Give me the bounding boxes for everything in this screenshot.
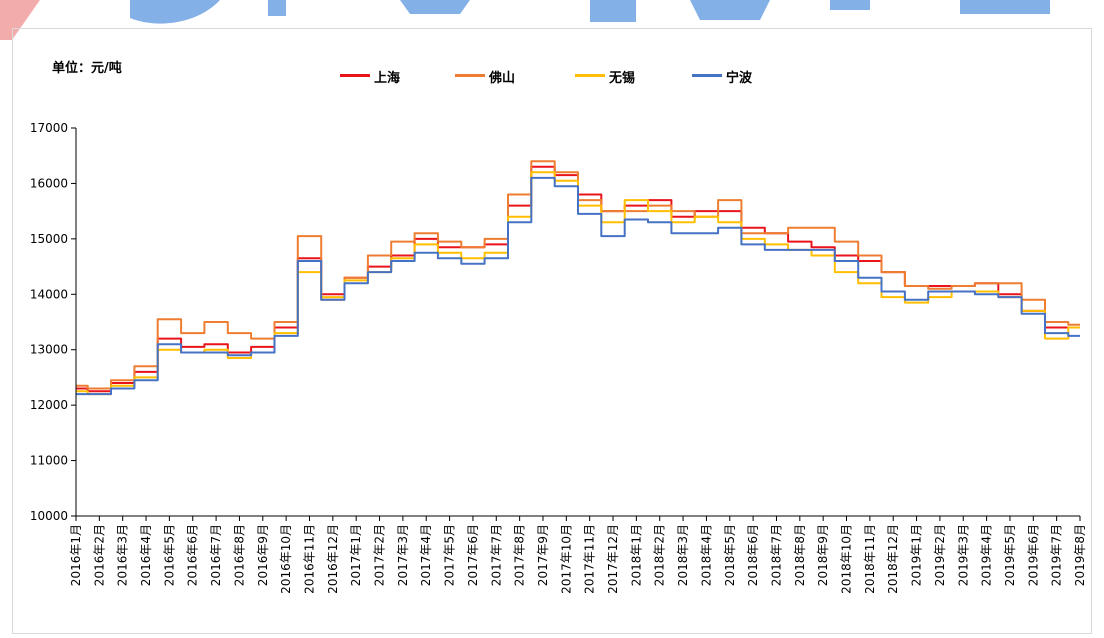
x-tick-label: 2017年10月: [559, 524, 573, 594]
x-tick-label: 2016年5月: [162, 524, 176, 586]
watermark: [0, 0, 1050, 40]
x-tick-label: 2017年2月: [373, 524, 387, 586]
x-tick-label: 2016年8月: [232, 524, 246, 586]
chart-frame: [12, 28, 1092, 634]
x-tick-label: 2017年6月: [466, 524, 480, 586]
watermark-shape: [130, 0, 220, 24]
watermark-shape: [400, 0, 470, 14]
x-tick-label: 2016年10月: [279, 524, 293, 594]
x-tick-label: 2018年1月: [629, 524, 643, 586]
x-tick-label: 2018年3月: [676, 524, 690, 586]
watermark-shape: [830, 0, 870, 10]
legend-swatch-ningbo: [692, 74, 722, 77]
legend-label-ningbo: 宁波: [726, 71, 753, 86]
x-tick-label: 2017年12月: [606, 524, 620, 594]
watermark-shape: [960, 0, 1050, 14]
x-tick-label: 2016年9月: [256, 524, 270, 586]
x-tick-label: 2016年4月: [139, 524, 153, 586]
series-line-3: [76, 176, 1080, 396]
x-tick-label: 2018年7月: [769, 524, 783, 586]
x-tick-label: 2018年8月: [793, 524, 807, 586]
x-tick-label: 2016年2月: [92, 524, 106, 586]
y-tick-label: 11000: [30, 454, 68, 468]
series-layer: [75, 160, 1081, 396]
x-tick-label: 2017年7月: [489, 524, 503, 586]
x-tick-label: 2017年1月: [349, 524, 363, 586]
x-tick-label: 2019年1月: [910, 524, 924, 586]
legend: 上海 佛山 无锡 宁波: [340, 67, 800, 86]
x-tick-label: 2018年2月: [653, 524, 667, 586]
watermark-shape: [690, 0, 770, 20]
legend-label-wuxi: 无锡: [609, 71, 636, 86]
x-tick-label: 2018年4月: [699, 524, 713, 586]
x-tick-label: 2018年9月: [816, 524, 830, 586]
x-tick-label: 2016年1月: [69, 524, 83, 586]
x-tick-label: 2018年5月: [723, 524, 737, 586]
legend-label-shanghai: 上海: [374, 71, 401, 86]
y-tick-label: 10000: [30, 509, 68, 523]
series-line-1: [76, 160, 1080, 390]
y-tick-label: 16000: [30, 176, 68, 190]
watermark-shape: [268, 0, 286, 16]
x-tick-label: 2017年9月: [536, 524, 550, 586]
x-tick-label: 2019年2月: [933, 524, 947, 586]
x-tick-label: 2017年4月: [419, 524, 433, 586]
x-tick-label: 2017年5月: [443, 524, 457, 586]
legend-swatch-wuxi: [575, 74, 605, 77]
unit-label: 单位：元/吨: [52, 61, 122, 76]
legend-swatch-shanghai: [340, 74, 370, 77]
y-tick-label: 17000: [30, 121, 68, 135]
watermark-shape: [0, 0, 40, 40]
x-tick-label: 2019年8月: [1073, 524, 1087, 586]
x-tick-label: 2018年11月: [863, 524, 877, 594]
x-tick-label: 2018年6月: [746, 524, 760, 586]
x-tick-label: 2019年4月: [980, 524, 994, 586]
x-tick-label: 2016年11月: [302, 524, 316, 594]
x-tick-label: 2016年6月: [186, 524, 200, 586]
y-tick-label: 15000: [30, 232, 68, 246]
x-tick-label: 2019年3月: [956, 524, 970, 586]
y-tick-label: 12000: [30, 398, 68, 412]
x-tick-label: 2016年7月: [209, 524, 223, 586]
x-tick-label: 2016年3月: [116, 524, 130, 586]
x-tick-label: 2018年12月: [886, 524, 900, 594]
x-tick-label: 2017年11月: [583, 524, 597, 594]
legend-label-foshan: 佛山: [489, 71, 516, 86]
x-tick-label: 2019年6月: [1026, 524, 1040, 586]
x-tick-label: 2019年7月: [1050, 524, 1064, 586]
x-tick-label: 2017年3月: [396, 524, 410, 586]
y-tick-label: 14000: [30, 287, 68, 301]
y-tick-label: 13000: [30, 343, 68, 357]
x-tick-label: 2018年10月: [840, 524, 854, 594]
x-tick-label: 2016年12月: [326, 524, 340, 594]
x-tick-label: 2017年8月: [513, 524, 527, 586]
x-tick-label: 2019年5月: [1003, 524, 1017, 586]
axes-layer: 10000 11000 12000 13000 14000 15000 16000 17000…: [30, 121, 1087, 594]
watermark-shape: [590, 0, 636, 22]
legend-swatch-foshan: [455, 74, 485, 77]
